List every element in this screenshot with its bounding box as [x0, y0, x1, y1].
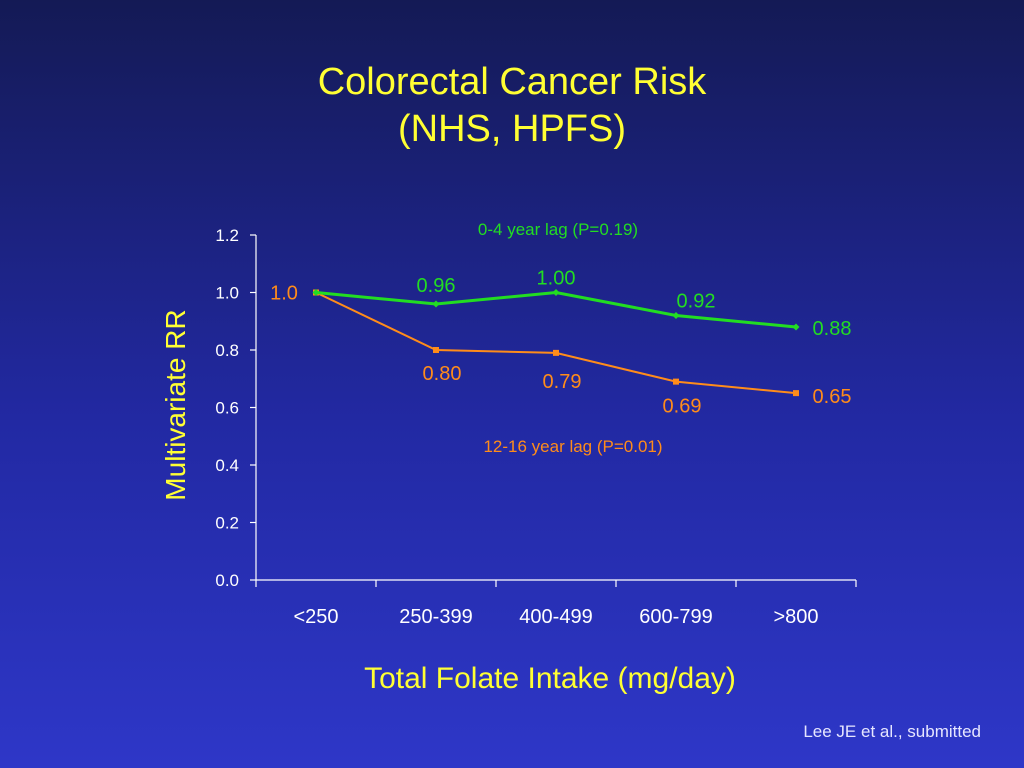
data-label: 0.69 — [663, 396, 702, 418]
series-point — [793, 390, 799, 397]
series-point — [432, 300, 440, 308]
data-label: 0.80 — [423, 363, 462, 385]
y-tick-label: 0.4 — [215, 456, 239, 475]
series-point — [433, 347, 439, 353]
x-tick-label: 400-499 — [519, 606, 592, 628]
y-axis-title: Multivariate RR — [160, 309, 191, 500]
data-label: 0.96 — [417, 275, 456, 297]
citation: Lee JE et al., submitted — [803, 722, 981, 741]
chart-subtitle: (NHS, HPFS) — [398, 108, 626, 150]
series-point — [553, 349, 559, 356]
data-label: 0.88 — [813, 318, 852, 340]
series-line-0-4-year-lag — [315, 290, 797, 329]
y-tick-label: 0.2 — [215, 514, 239, 533]
chart-series — [312, 289, 800, 397]
y-tick-label: 0.0 — [215, 571, 239, 590]
y-tick-label: 0.6 — [215, 399, 239, 418]
series-point — [312, 289, 320, 296]
data-label: 0.92 — [677, 291, 716, 313]
chart-labels: 0.96 1.00 0.92 0.88 1.0 0.80 0.79 0.69 0.65 0-4 y… — [270, 220, 851, 456]
chart-title: Colorectal Cancer Risk — [317, 61, 707, 103]
data-label: 0.65 — [813, 386, 852, 408]
data-label: 1.0 — [270, 283, 298, 305]
y-tick-label: 1.2 — [215, 226, 239, 245]
x-tick-label: <250 — [293, 606, 338, 628]
x-tick-label: 600-799 — [639, 606, 712, 628]
series-point — [552, 289, 560, 296]
data-label: 0.79 — [543, 371, 582, 393]
y-tick-label: 0.8 — [215, 341, 239, 360]
series-point — [792, 323, 800, 331]
y-tick-label: 1.0 — [215, 284, 239, 303]
data-label: 1.00 — [537, 268, 576, 290]
series-point — [672, 312, 680, 319]
x-axis-title: Total Folate Intake (mg/day) — [364, 662, 736, 695]
legend-12-16-year-lag: 12-16 year lag (P=0.01) — [483, 437, 662, 456]
series-point — [673, 378, 679, 385]
x-tick-label: 250-399 — [399, 606, 472, 628]
chart-axes: 0.0 0.2 0.4 0.6 0.8 1.0 1.2 <250 250-399 400-499 6… — [160, 226, 857, 695]
x-tick-label: >800 — [773, 606, 818, 628]
legend-0-4-year-lag: 0-4 year lag (P=0.19) — [478, 220, 638, 239]
